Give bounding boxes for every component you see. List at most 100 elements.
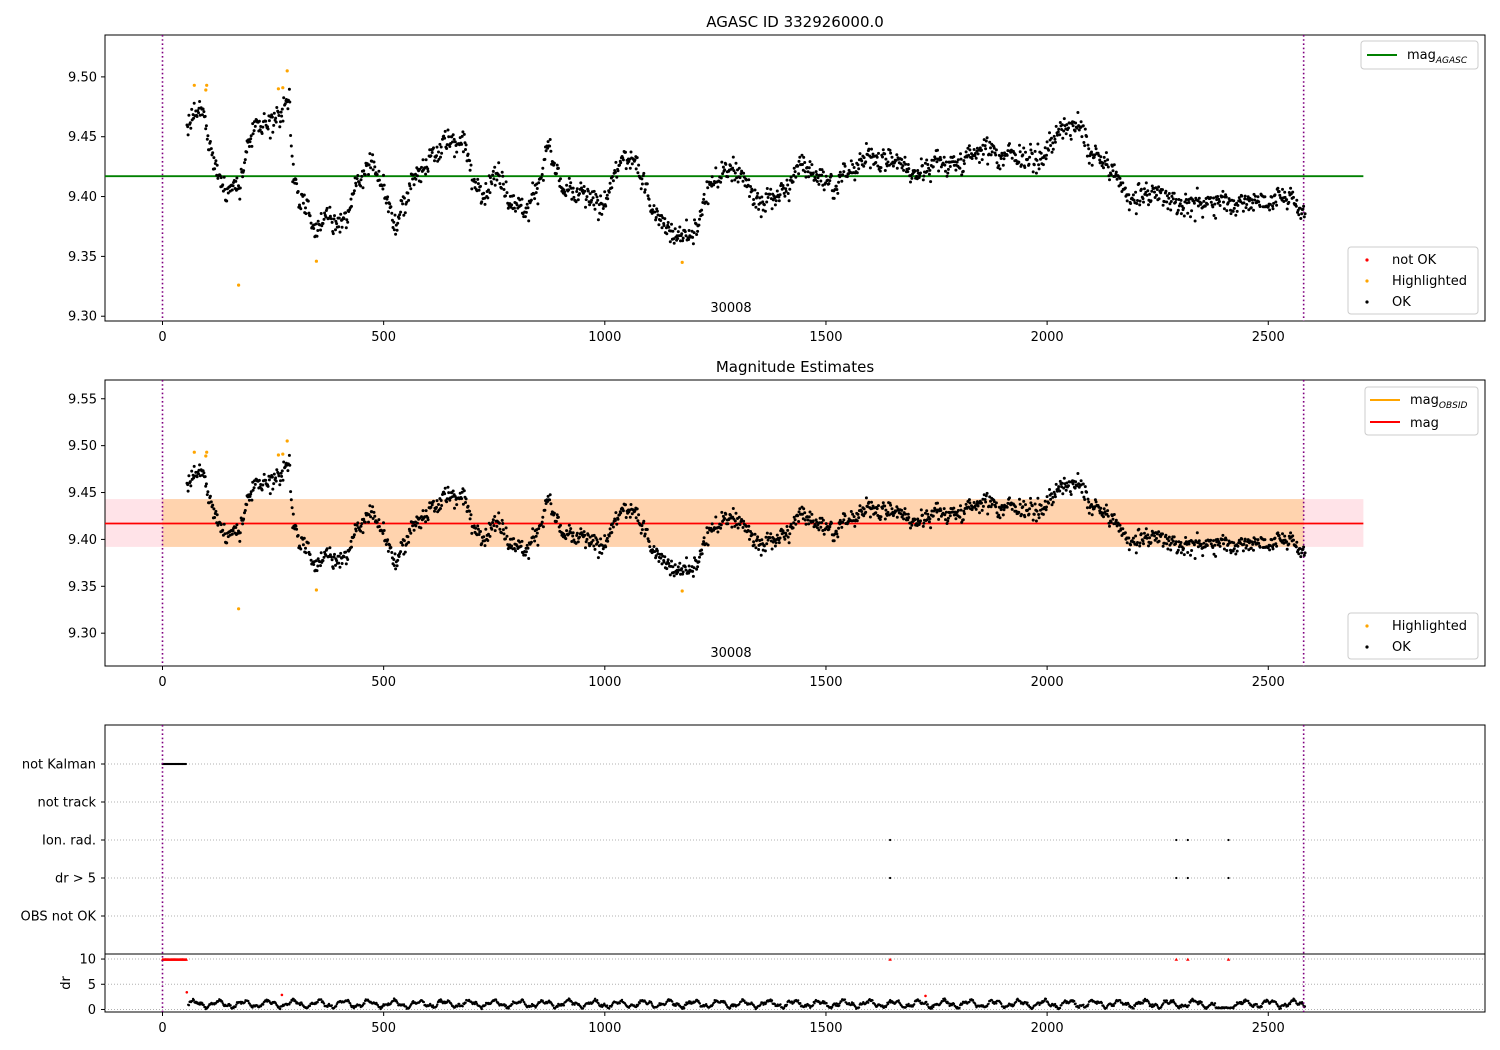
panel1-ok-point [215, 163, 219, 167]
panel2-ok-point [937, 517, 941, 521]
panel2-ok-point [534, 534, 538, 538]
panel2-ok-point [584, 540, 588, 544]
panel1-ytick-label: 9.35 [68, 250, 97, 265]
panel1-ok-point [1222, 200, 1225, 204]
panel1-ok-point [1054, 124, 1058, 128]
panel2-ok-point [464, 497, 468, 501]
panel2-ok-point [663, 555, 667, 559]
panel2-xtick-label: 0 [158, 675, 166, 690]
dr-point [556, 1005, 559, 1008]
panel1-ok-point [386, 210, 390, 214]
dr-point [291, 999, 294, 1002]
dr-point [581, 1007, 585, 1010]
panel1-ok-point [460, 142, 464, 146]
panel2-ok-point [903, 507, 907, 511]
panel2-ok-point [1179, 551, 1183, 555]
panel2-ok-point [995, 511, 999, 515]
panel2-ok-point [321, 559, 325, 563]
panel2-ok-point [342, 555, 346, 559]
panel1-ok-point [775, 189, 779, 193]
panel2-highlighted-point [192, 450, 196, 454]
dr-point [799, 1002, 802, 1005]
panel2-ok-point [500, 518, 504, 522]
panel1-ok-point [798, 155, 802, 159]
panel2-ok-point [316, 557, 320, 561]
panel2-ok-point [319, 564, 322, 568]
panel2-ok-point [249, 492, 253, 496]
panel2-ok-point [875, 507, 879, 511]
panel2-ok-point [1123, 531, 1127, 535]
panel1-ok-point [586, 189, 590, 193]
panel1-ok-point [329, 217, 333, 221]
panel1-ok-point [203, 114, 207, 118]
panel1-ok-point [424, 172, 428, 176]
panel2-ok-point [519, 544, 523, 548]
panel2-ok-point [881, 506, 884, 510]
dr-point [320, 998, 323, 1001]
panel2-ok-point [243, 509, 247, 512]
panel1-ok-point [615, 175, 619, 179]
panel2-ok-point [698, 555, 701, 559]
panel1-ok-point [1026, 157, 1029, 161]
panel1-ok-point [315, 234, 319, 238]
panel1-ok-point [592, 203, 596, 207]
panel1-ok-point [835, 188, 839, 191]
panel1-ok-point [706, 202, 710, 206]
panel2-ok-point [968, 501, 972, 505]
panel1-ok-point [838, 170, 842, 174]
panel2-ok-point [211, 503, 215, 507]
panel1-ok-point [363, 173, 367, 177]
panel2-ok-point [555, 513, 559, 517]
panel2-ok-point [477, 533, 481, 536]
panel1-ok-point [1243, 194, 1247, 198]
panel2-ok-point [967, 498, 971, 502]
panel2-ok-point [954, 517, 958, 521]
panel2-ok-point [852, 515, 856, 519]
dr-point [568, 998, 571, 1001]
panel1-ok-point [1082, 141, 1086, 144]
panel2-ok-point [1213, 543, 1217, 547]
panel1-ok-point [1245, 203, 1249, 206]
panel1-xtick-label: 2000 [1031, 330, 1064, 345]
panel1-ok-point [895, 153, 899, 157]
panel2-ok-point [346, 558, 350, 561]
panel2-ok-point [672, 574, 676, 578]
panel1-ok-point [1076, 111, 1080, 114]
panel1-ok-point [1165, 200, 1169, 204]
dr-point [480, 1007, 483, 1011]
panel1-ok-point [405, 200, 409, 204]
dr-point [674, 1004, 677, 1007]
dr-point [1074, 1002, 1077, 1005]
dr-point [1060, 1004, 1063, 1007]
panel2-ok-point [1050, 503, 1054, 507]
dr-point [1114, 1001, 1117, 1005]
panel1-ok-point [298, 203, 301, 207]
panel1-ok-point [426, 167, 430, 171]
panel2-ok-point [355, 523, 359, 527]
panel2-ok-point [1155, 536, 1158, 540]
panel1-ok-point [855, 171, 859, 175]
panel2-legend-top: magOBSID mag [1364, 386, 1479, 436]
panel2-ok-point [497, 521, 501, 525]
panel1-ok-point [706, 186, 710, 190]
panel1-ok-point [1032, 163, 1036, 167]
panel2-ok-point [765, 542, 769, 546]
panel2-ok-point [855, 519, 859, 523]
panel1-ok-point [1222, 207, 1226, 211]
panel1-ok-point [1028, 155, 1032, 159]
panel2-ok-point [849, 510, 853, 513]
panel2-ytick-label: 9.40 [68, 533, 97, 548]
panel1-ok-point [316, 219, 320, 223]
flag-point [1175, 838, 1178, 842]
panel1-ok-point [466, 152, 470, 156]
panel2-ok-point [890, 507, 894, 511]
dr-point [396, 1001, 399, 1005]
panel2-ok-point [483, 544, 487, 548]
panel1-ok-point [483, 202, 487, 206]
dr-point [436, 1003, 439, 1006]
panel2-ok-point [280, 469, 284, 473]
legend-highlighted-marker [1365, 279, 1369, 283]
panel2-ok-point [554, 519, 558, 523]
panel2-ok-point [819, 525, 823, 529]
dr-point [605, 1004, 609, 1007]
